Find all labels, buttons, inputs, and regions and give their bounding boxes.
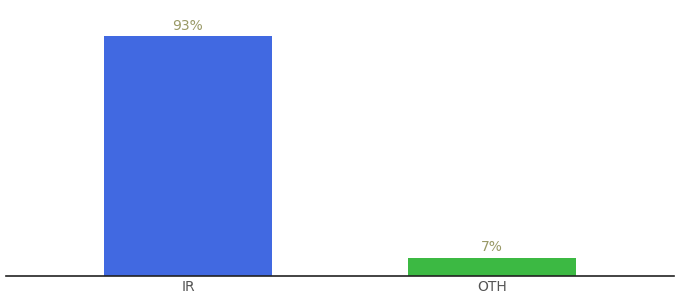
- Text: 93%: 93%: [173, 19, 203, 33]
- Bar: [409, 258, 576, 276]
- Text: 7%: 7%: [481, 240, 503, 254]
- Bar: [104, 36, 271, 276]
